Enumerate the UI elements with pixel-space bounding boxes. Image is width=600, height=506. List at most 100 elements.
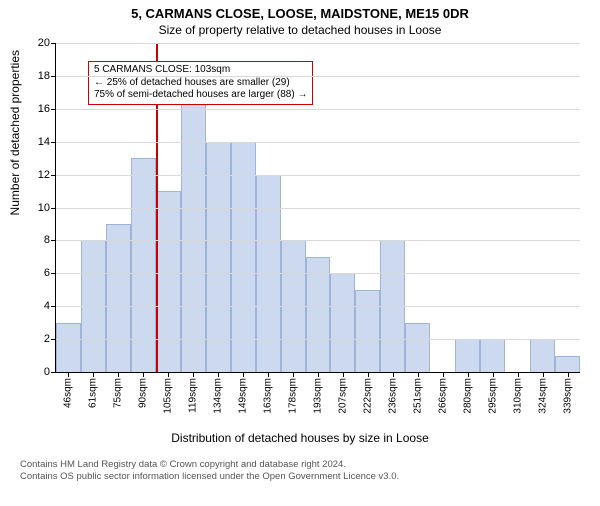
- y-tick: [51, 109, 56, 110]
- x-tick: [268, 372, 269, 377]
- y-tick-label: 0: [44, 366, 50, 378]
- x-tick: [143, 372, 144, 377]
- x-tick-label: 46sqm: [63, 378, 74, 408]
- bar: [181, 76, 206, 372]
- y-gridline: [56, 109, 580, 110]
- chart-area: 46sqm61sqm75sqm90sqm105sqm119sqm134sqm14…: [55, 43, 580, 373]
- y-tick-label: 4: [44, 300, 50, 312]
- x-tick-label: 310sqm: [512, 378, 523, 414]
- x-tick: [393, 372, 394, 377]
- y-tick-label: 12: [38, 169, 50, 181]
- bar: [555, 356, 580, 372]
- x-tick: [468, 372, 469, 377]
- footer-line2: Contains OS public sector information li…: [20, 471, 580, 483]
- y-gridline: [56, 175, 580, 176]
- chart-title-line2: Size of property relative to detached ho…: [0, 23, 600, 37]
- y-tick: [51, 76, 56, 77]
- annotation-line3: 75% of semi-detached houses are larger (…: [94, 89, 307, 102]
- y-gridline: [56, 142, 580, 143]
- x-tick-label: 339sqm: [562, 378, 573, 414]
- annotation-line1: 5 CARMANS CLOSE: 103sqm: [94, 64, 307, 77]
- bar: [530, 339, 555, 372]
- annotation-line2: ← 25% of detached houses are smaller (29…: [94, 77, 307, 90]
- y-tick-label: 8: [44, 234, 50, 246]
- y-tick-label: 20: [38, 37, 50, 49]
- y-tick-label: 10: [38, 202, 50, 214]
- footer-line1: Contains HM Land Registry data © Crown c…: [20, 459, 580, 471]
- x-tick: [193, 372, 194, 377]
- y-tick-label: 14: [38, 136, 50, 148]
- x-tick: [368, 372, 369, 377]
- y-tick: [51, 372, 56, 373]
- y-tick: [51, 306, 56, 307]
- x-tick-label: 207sqm: [337, 378, 348, 414]
- y-tick: [51, 273, 56, 274]
- x-tick: [168, 372, 169, 377]
- bar: [106, 224, 131, 372]
- y-gridline: [56, 306, 580, 307]
- y-gridline: [56, 43, 580, 44]
- x-tick-label: 178sqm: [288, 378, 299, 414]
- chart-title-line1: 5, CARMANS CLOSE, LOOSE, MAIDSTONE, ME15…: [0, 6, 600, 21]
- bar: [355, 290, 380, 372]
- x-tick-label: 163sqm: [263, 378, 274, 414]
- bar: [56, 323, 81, 372]
- x-tick-label: 280sqm: [462, 378, 473, 414]
- x-tick: [543, 372, 544, 377]
- x-tick-label: 222sqm: [362, 378, 373, 414]
- bar: [480, 339, 505, 372]
- x-tick-label: 236sqm: [387, 378, 398, 414]
- x-tick-label: 193sqm: [313, 378, 324, 414]
- bar: [405, 323, 430, 372]
- x-tick: [243, 372, 244, 377]
- footer: Contains HM Land Registry data © Crown c…: [20, 459, 580, 484]
- x-tick: [93, 372, 94, 377]
- x-tick: [518, 372, 519, 377]
- x-tick-label: 295sqm: [487, 378, 498, 414]
- x-tick: [293, 372, 294, 377]
- x-tick: [418, 372, 419, 377]
- bar: [156, 191, 181, 372]
- y-tick-label: 6: [44, 267, 50, 279]
- x-tick-label: 105sqm: [163, 378, 174, 414]
- x-tick: [318, 372, 319, 377]
- x-tick: [568, 372, 569, 377]
- y-tick-label: 2: [44, 333, 50, 345]
- y-gridline: [56, 273, 580, 274]
- x-axis-label: Distribution of detached houses by size …: [0, 431, 600, 445]
- x-tick-label: 324sqm: [537, 378, 548, 414]
- x-tick: [443, 372, 444, 377]
- x-tick-label: 119sqm: [188, 378, 199, 413]
- x-tick: [493, 372, 494, 377]
- x-tick-label: 90sqm: [138, 378, 149, 408]
- bar: [206, 142, 231, 372]
- y-gridline: [56, 240, 580, 241]
- bar: [455, 339, 480, 372]
- x-tick: [68, 372, 69, 377]
- y-axis-label: Number of detached properties: [8, 0, 22, 200]
- x-tick: [218, 372, 219, 377]
- x-tick-label: 61sqm: [88, 378, 99, 408]
- y-tick: [51, 339, 56, 340]
- y-tick: [51, 175, 56, 176]
- annotation-box: 5 CARMANS CLOSE: 103sqm ← 25% of detache…: [88, 61, 313, 105]
- y-tick: [51, 43, 56, 44]
- y-tick: [51, 240, 56, 241]
- x-tick-label: 251sqm: [412, 378, 423, 414]
- y-tick: [51, 208, 56, 209]
- plot-region: 46sqm61sqm75sqm90sqm105sqm119sqm134sqm14…: [55, 43, 580, 373]
- y-tick-label: 16: [38, 103, 50, 115]
- bar: [330, 273, 355, 372]
- x-tick: [118, 372, 119, 377]
- bar: [231, 142, 256, 372]
- y-gridline: [56, 339, 580, 340]
- x-tick: [343, 372, 344, 377]
- x-tick-label: 75sqm: [113, 378, 124, 408]
- x-tick-label: 266sqm: [437, 378, 448, 414]
- y-gridline: [56, 76, 580, 77]
- x-tick-label: 149sqm: [238, 378, 249, 414]
- y-gridline: [56, 208, 580, 209]
- y-tick: [51, 142, 56, 143]
- y-tick-label: 18: [38, 70, 50, 82]
- x-tick-label: 134sqm: [213, 378, 224, 414]
